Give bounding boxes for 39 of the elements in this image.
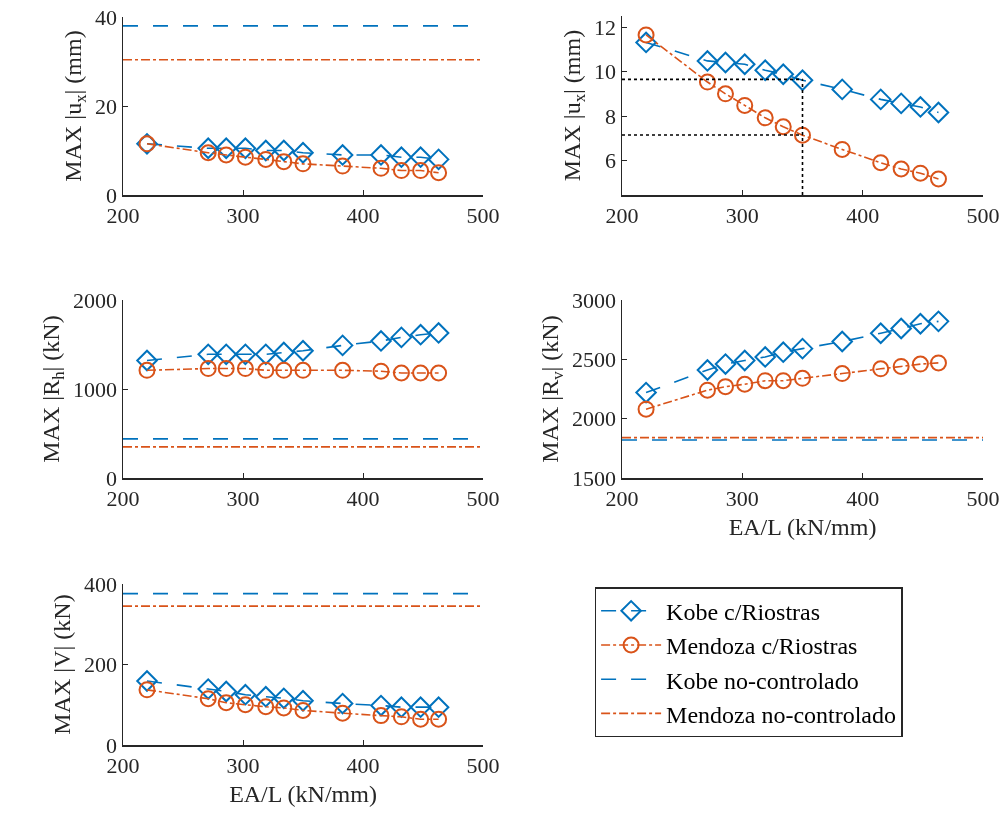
y-tick-label: 12 (594, 14, 617, 40)
legend-label: Mendoza no-controlado (666, 701, 897, 728)
x-tick-label: 300 (226, 752, 260, 778)
x-tick-label: 300 (226, 202, 260, 228)
legend-label: Kobe no-controlado (666, 667, 859, 694)
x-tick-label: 300 (725, 202, 759, 228)
x-tick-label: 400 (846, 485, 880, 511)
x-axis-title: EA/L (kN/mm) (229, 780, 377, 807)
y-tick-label: 2000 (73, 287, 118, 313)
y-tick-label: 20 (95, 93, 118, 119)
x-tick-label: 300 (725, 485, 759, 511)
x-tick-label: 500 (466, 202, 500, 228)
x-tick-label: 500 (466, 752, 500, 778)
y-tick-label: 10 (594, 59, 617, 85)
y-tick-label: 2000 (572, 406, 617, 432)
x-tick-label: 400 (846, 202, 880, 228)
x-tick-label: 300 (226, 485, 260, 511)
x-axis-title: EA/L (kN/mm) (728, 513, 877, 540)
y-tick-label: 400 (84, 571, 118, 597)
y-tick-label: 0 (106, 465, 118, 491)
x-tick-label: 500 (466, 485, 500, 511)
x-tick-label: 500 (966, 202, 1000, 228)
y-tick-label: 2500 (572, 347, 617, 373)
y-tick-label: 3000 (572, 287, 617, 313)
x-tick-label: 400 (346, 202, 380, 228)
legend-label: Mendoza c/Riostras (666, 633, 858, 660)
x-tick-label: 500 (966, 485, 1000, 511)
y-tick-label: 6 (605, 148, 617, 174)
y-tick-label: 1500 (572, 465, 617, 491)
y-tick-label: 200 (84, 652, 118, 678)
y-tick-label: 0 (106, 182, 118, 208)
y-tick-label: 0 (106, 732, 118, 758)
legend-label: Kobe c/Riostras (666, 599, 821, 626)
y-axis-title: MAX |V| (kN) (49, 594, 76, 735)
y-tick-label: 1000 (73, 376, 118, 402)
x-tick-label: 400 (346, 752, 380, 778)
y-tick-label: 40 (95, 4, 118, 30)
y-tick-label: 8 (605, 103, 617, 129)
x-tick-label: 400 (346, 485, 380, 511)
